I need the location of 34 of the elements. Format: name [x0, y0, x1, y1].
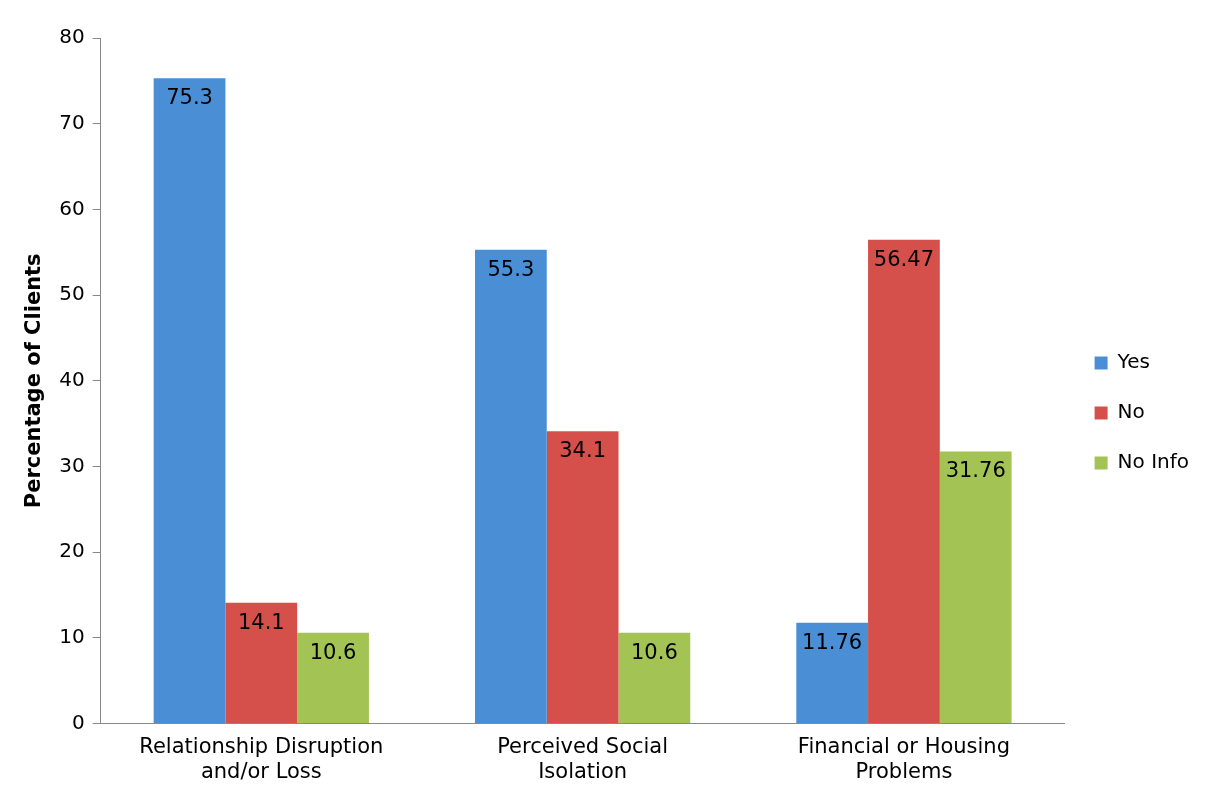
bar: [297, 632, 369, 724]
data-label: 34.1: [559, 438, 606, 463]
y-tick-label: 40: [59, 367, 85, 391]
y-tick-label: 50: [59, 281, 85, 306]
y-axis-title: Percentage of Clients: [21, 253, 46, 509]
data-label: 10.6: [631, 639, 678, 664]
data-label: 10.6: [309, 639, 357, 664]
data-label: 11.76: [802, 629, 863, 654]
y-tick-label: 80: [59, 24, 85, 49]
legend-label: No: [1117, 399, 1145, 424]
x-tick-label: Relationship Disruption and/or Loss: [139, 733, 384, 783]
x-tick-label: Perceived Social Isolation: [497, 733, 669, 783]
legend-label: Yes: [1116, 349, 1150, 374]
y-tick-label: 0: [71, 709, 85, 734]
legend-label: No Info: [1117, 449, 1189, 474]
data-label: 75.3: [166, 85, 213, 110]
y-tick-label: 20: [59, 538, 85, 563]
y-tick-label: 30: [59, 452, 85, 477]
y-tick-label: 70: [59, 109, 85, 134]
data-label: 56.47: [873, 246, 934, 271]
bar: [225, 602, 298, 724]
bar: [153, 78, 226, 724]
y-tick-label: 60: [59, 195, 85, 220]
bar: [546, 431, 619, 724]
data-label: 55.3: [487, 256, 535, 281]
data-label: 31.76: [945, 458, 1006, 483]
bar: [474, 249, 547, 724]
x-tick-label: Financial or Housing Problems: [797, 733, 1011, 783]
data-label: 14.1: [237, 609, 285, 634]
bar: [868, 239, 940, 724]
bar: [618, 632, 691, 724]
bar: [939, 451, 1012, 724]
bar: [796, 622, 869, 724]
y-tick-label: 10: [59, 624, 85, 649]
